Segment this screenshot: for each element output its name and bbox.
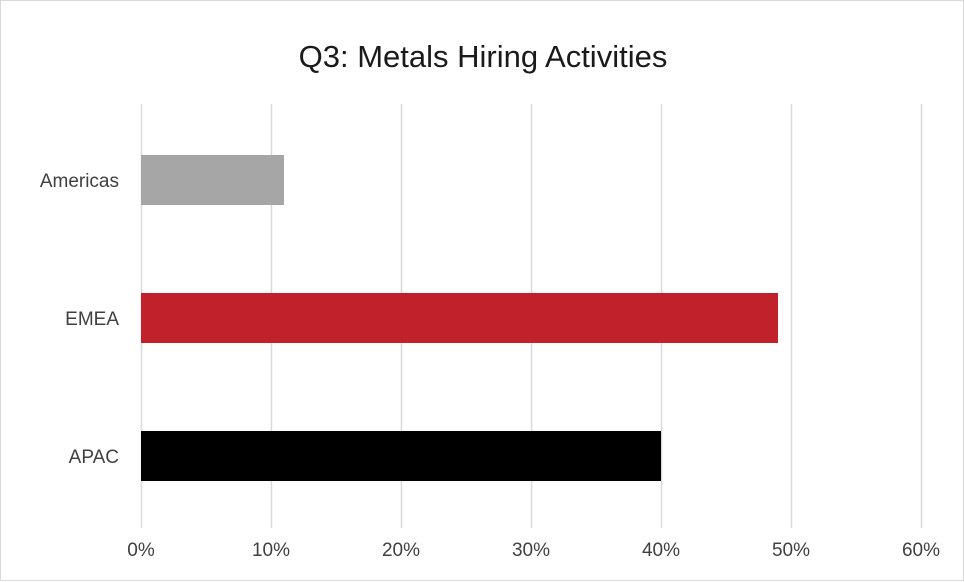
x-tick-label: 40% (642, 540, 680, 561)
bar-emea (141, 293, 778, 343)
x-tick-label: 30% (512, 540, 550, 561)
x-tick-label: 60% (902, 540, 940, 561)
x-tick-label: 20% (382, 540, 420, 561)
category-label: Americas (40, 171, 119, 192)
category-label: APAC (69, 447, 119, 468)
bar-apac (141, 431, 661, 481)
category-label: EMEA (65, 309, 119, 330)
bar-americas (141, 155, 284, 205)
x-tick-label: 50% (772, 540, 810, 561)
chart-title: Q3: Metals Hiring Activities (298, 39, 668, 74)
x-tick-label: 0% (127, 540, 155, 561)
x-tick-label: 10% (252, 540, 290, 561)
